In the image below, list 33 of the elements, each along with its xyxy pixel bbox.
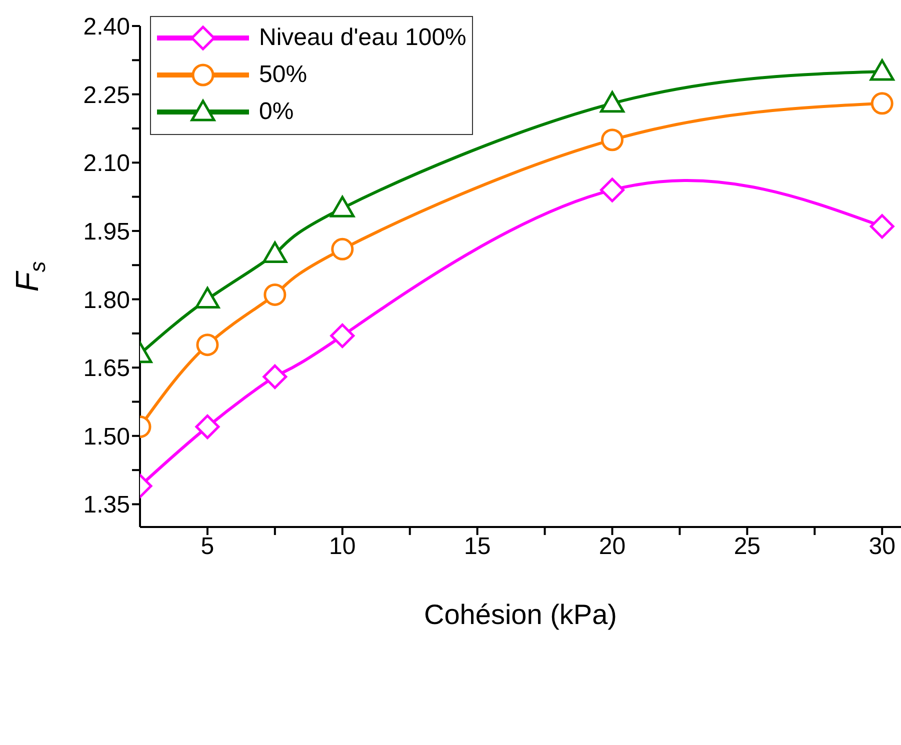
x-tick-label: 10 xyxy=(329,533,356,560)
point xyxy=(264,283,286,306)
y-tick-label: 2.40 xyxy=(83,14,130,41)
y-tick-label: 1.50 xyxy=(83,423,130,450)
x-axis-title: Cohésion (kPa) xyxy=(424,599,617,630)
y-tick-label: 1.80 xyxy=(83,286,130,314)
point xyxy=(870,92,894,115)
legend-label: 50% xyxy=(259,60,308,88)
point xyxy=(870,59,894,81)
point xyxy=(195,287,220,309)
y-tick-label: 2.10 xyxy=(83,150,130,178)
legend-label: 0% xyxy=(259,98,294,126)
y-tick-label: 1.65 xyxy=(83,355,130,382)
x-tick-label: 15 xyxy=(464,533,491,560)
x-tick-label: 5 xyxy=(200,533,214,560)
point xyxy=(195,414,220,440)
point xyxy=(331,238,354,260)
point xyxy=(196,334,219,356)
point xyxy=(330,196,355,218)
point xyxy=(600,91,624,113)
point xyxy=(330,323,355,348)
point xyxy=(870,214,894,239)
y-tick-label: 1.95 xyxy=(83,218,130,246)
point xyxy=(601,128,624,152)
y-tick-label: 1.35 xyxy=(83,492,130,519)
point xyxy=(600,178,624,202)
point xyxy=(262,241,288,263)
y-tick-label: 2.25 xyxy=(83,82,130,109)
x-tick-label: 30 xyxy=(868,533,896,560)
x-tick-label: 20 xyxy=(598,533,626,560)
legend-label: Niveau d'eau 100% xyxy=(259,24,466,52)
x-tick-label: 25 xyxy=(734,533,761,560)
point xyxy=(262,364,288,389)
